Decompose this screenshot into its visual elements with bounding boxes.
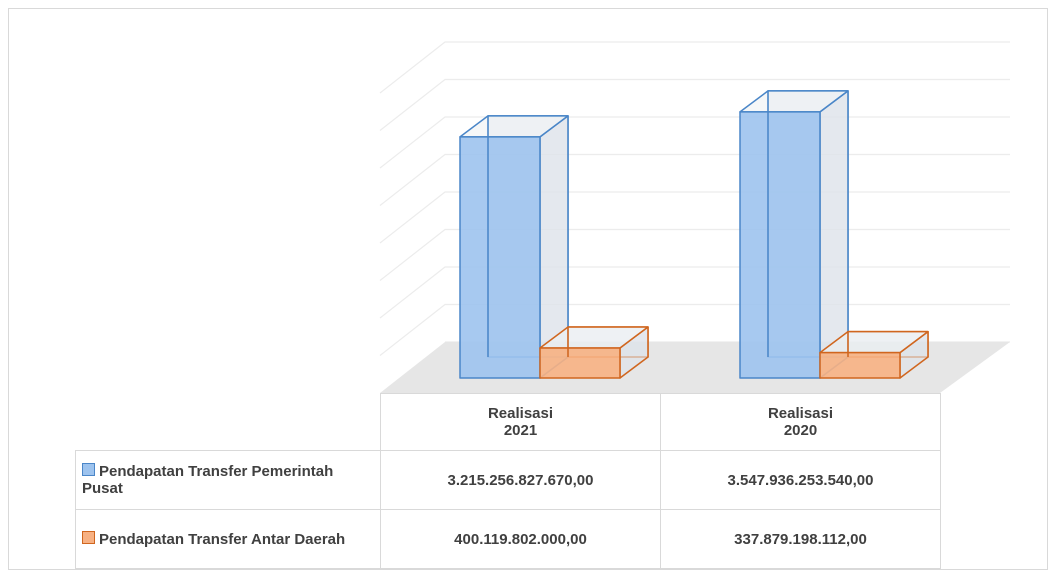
legend-swatch [82,530,95,544]
bar [539,326,649,379]
header-cell: Realisasi 2021 [380,393,661,451]
bar [739,90,849,379]
corner [75,393,381,451]
value-cell: 3.547.936.253.540,00 [660,450,941,510]
grid-line [379,78,1010,131]
table-row: Pendapatan Transfer Pemerintah Pusat 3.2… [75,450,941,510]
header-cell: Realisasi 2020 [660,393,941,451]
frame [8,8,1048,570]
bar-front [819,351,901,379]
table-row: Pendapatan Transfer Antar Daerah 400.119… [75,509,941,569]
bar-front [739,111,821,379]
grid-line [379,41,1010,94]
legend-cell: Pendapatan Transfer Antar Daerah [75,509,381,569]
data-table: Realisasi 2021 Realisasi 2020 Pendapatan… [75,393,941,569]
bar-front [459,136,541,379]
bar-front [539,347,621,379]
category-label: Realisasi 2021 [487,405,554,439]
legend-label: Pendapatan Transfer Pemerintah Pusat [82,463,334,497]
value-cell: 3.215.256.827.670,00 [380,450,661,510]
legend-cell: Pendapatan Transfer Pemerintah Pusat [75,450,381,510]
bar [819,330,929,379]
header-row: Realisasi 2021 Realisasi 2020 [75,393,941,451]
value-cell: 337.879.198.112,00 [660,509,941,569]
bar [459,115,569,379]
legend-swatch [82,463,95,476]
legend-label: Pendapatan Transfer Antar Daerah [99,530,346,548]
value-cell: 400.119.802.000,00 [380,509,661,569]
category-label: Realisasi 2020 [767,405,834,439]
